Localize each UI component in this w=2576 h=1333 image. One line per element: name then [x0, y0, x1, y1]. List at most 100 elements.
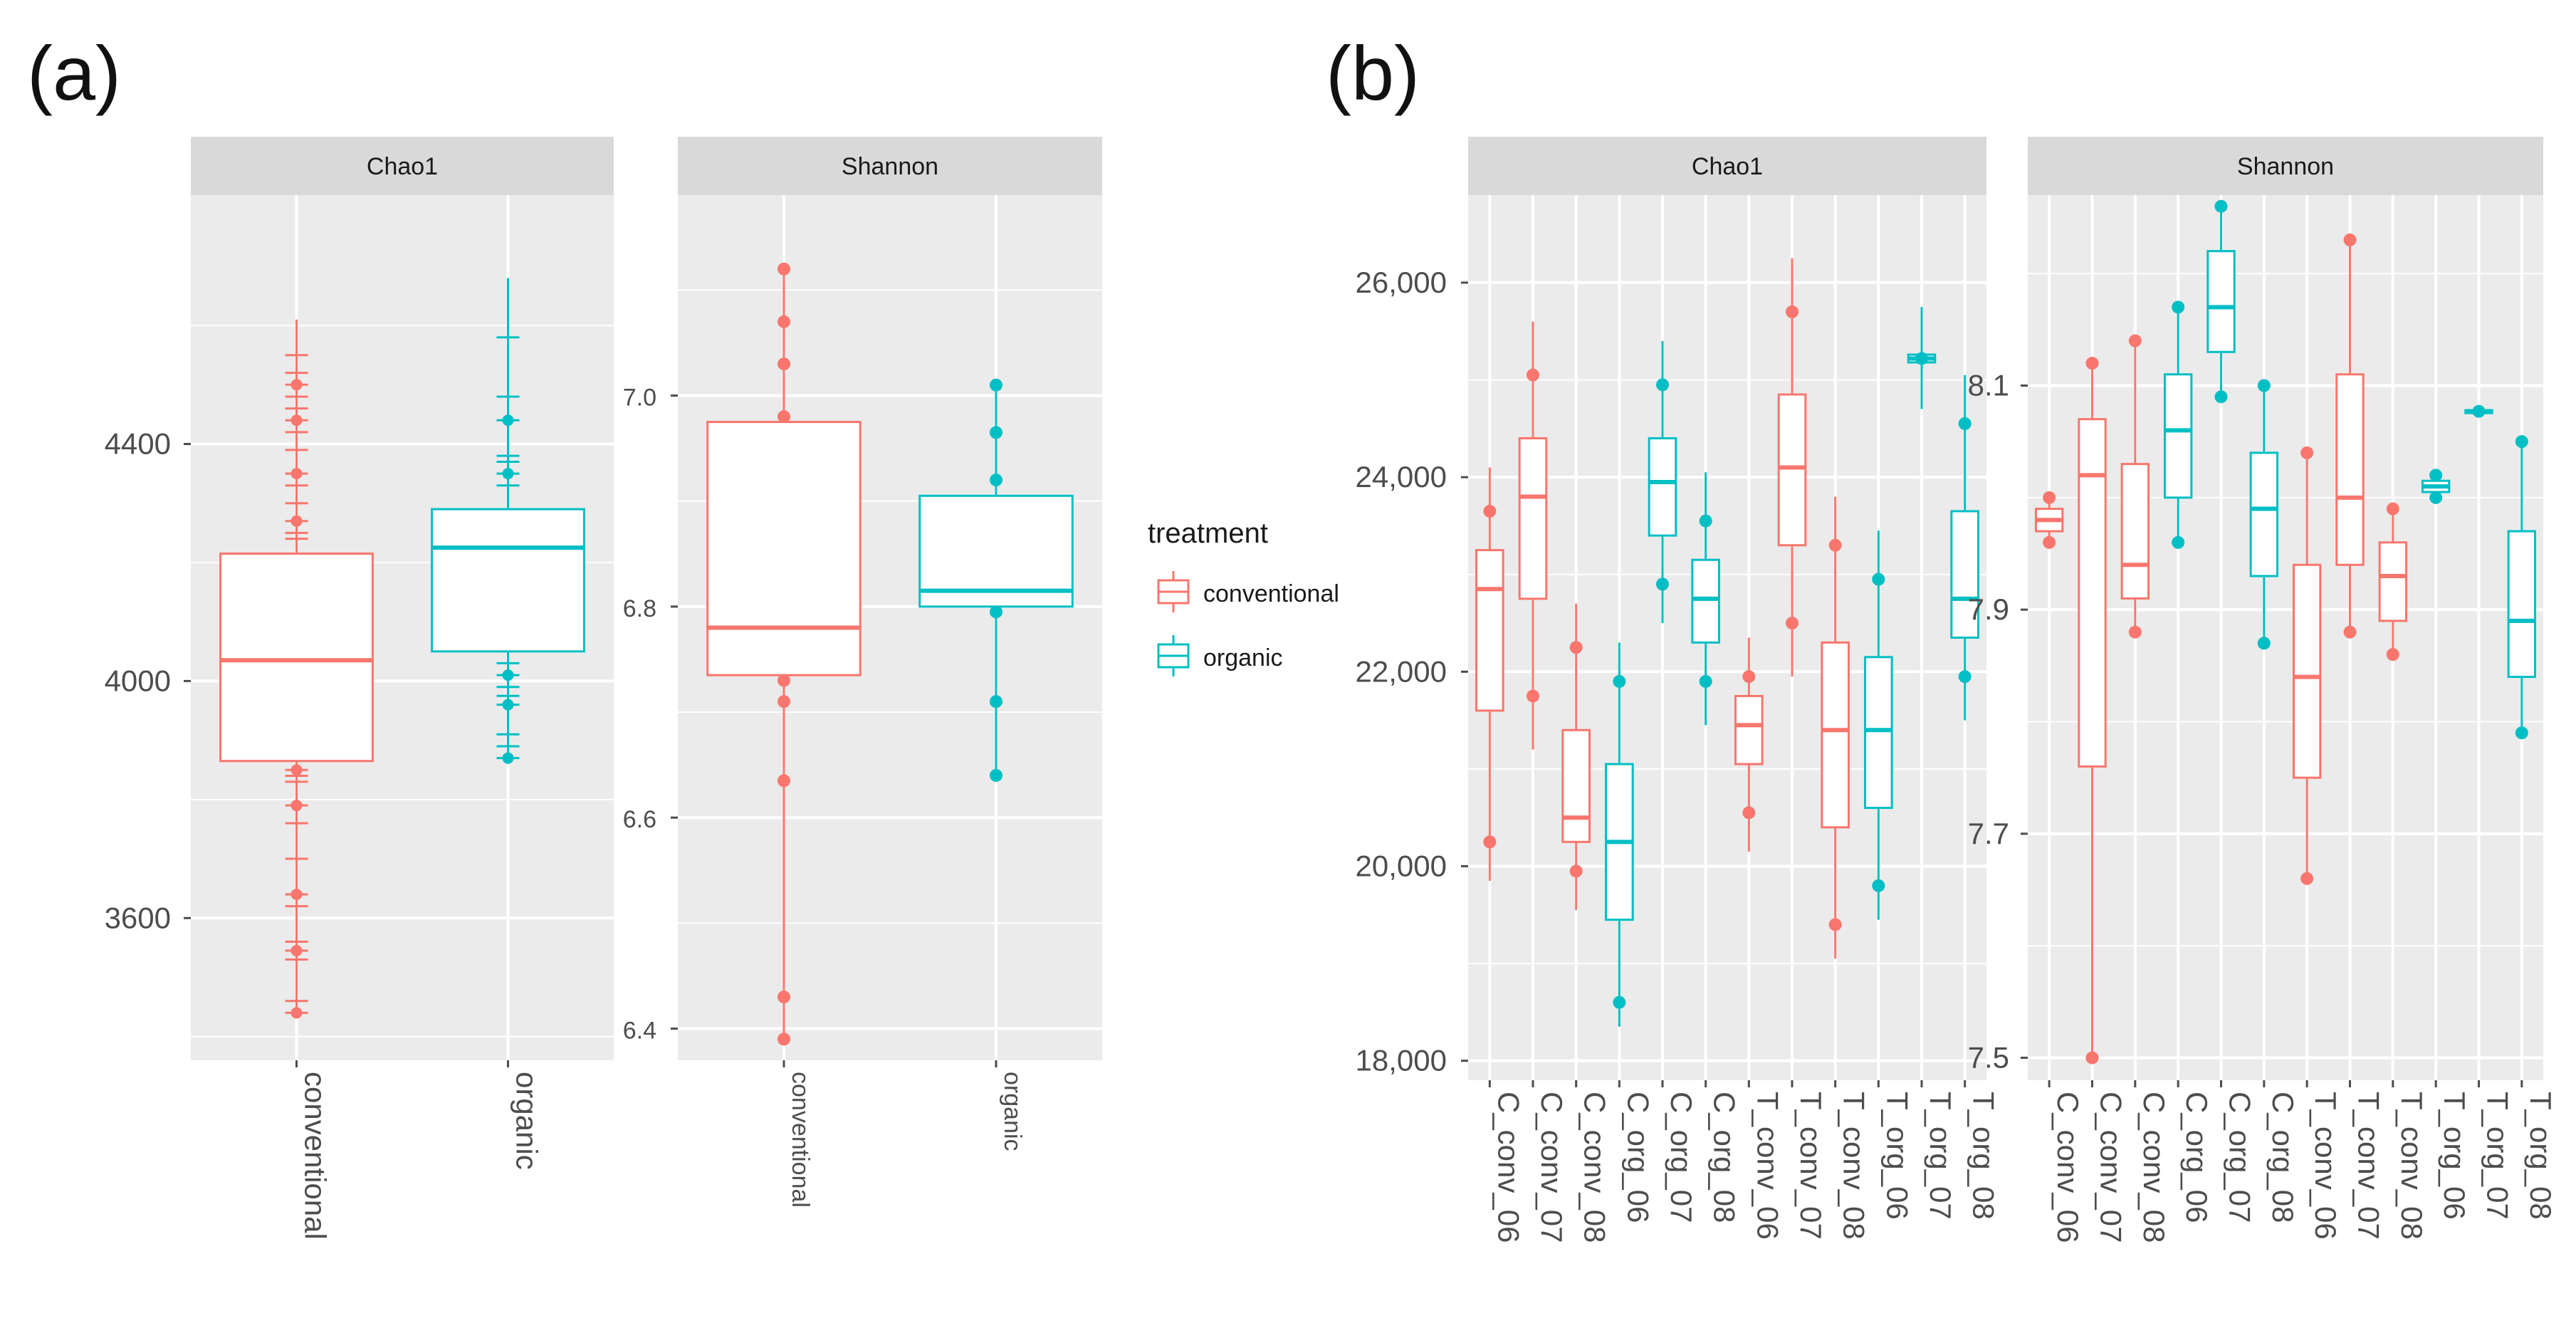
- data-point-dot: [290, 414, 303, 427]
- x-tick-label: conventional: [299, 1072, 333, 1240]
- facet-title: Shannon: [842, 153, 938, 180]
- data-point: [2515, 435, 2528, 449]
- data-point: [1527, 368, 1539, 382]
- legend-item-organic: organic: [1157, 635, 1283, 676]
- data-point: [2343, 625, 2357, 639]
- box-iqr: [2163, 373, 2193, 499]
- data-point: [990, 378, 1002, 392]
- boxplot-T_org_06: [1864, 530, 1893, 920]
- x-tick-label: C_org_06: [1621, 1092, 1655, 1223]
- boxplot-T_org_08: [1950, 375, 1979, 721]
- data-point: [1613, 995, 1626, 1009]
- x-tick-label: T_org_08: [1967, 1092, 2001, 1220]
- y-tick-label: 22,000: [1356, 654, 1447, 688]
- boxplot-organic: [918, 378, 1074, 782]
- data-point: [2043, 535, 2056, 549]
- box-iqr: [1950, 510, 1979, 639]
- data-point: [990, 768, 1002, 782]
- facet-b-chao1: Chao1 18,000 20,000 22,000 24,000 26,000 C_con…: [1356, 137, 2001, 1243]
- y-tick-label: 8.1: [1968, 368, 2009, 402]
- data-point: [1742, 670, 1756, 684]
- data-point-dot: [290, 888, 303, 900]
- x-tick-label: T_org_08: [2524, 1092, 2557, 1220]
- legend-title: treatment: [1148, 518, 1268, 549]
- x-tick-label: organic: [511, 1072, 544, 1170]
- data-point-dot: [290, 379, 303, 391]
- facet-strip: [1468, 137, 1986, 195]
- data-point: [2128, 625, 2142, 639]
- data-point: [2172, 300, 2185, 314]
- y-tick-label: 6.6: [623, 806, 656, 833]
- x-tick-label: T_org_06: [2438, 1092, 2471, 1220]
- data-point-dot: [290, 1007, 303, 1019]
- x-tick-label: C_org_07: [1665, 1092, 1698, 1223]
- data-point: [1483, 504, 1497, 518]
- data-point: [1958, 670, 1972, 684]
- data-point-dot: [502, 468, 514, 480]
- x-tick-label: T_conv_06: [1751, 1092, 1784, 1240]
- panel-label-a: (a): [27, 30, 121, 116]
- y-tick-label: 3600: [105, 901, 171, 934]
- legend: treatment conventional organic: [1148, 518, 1339, 676]
- y-tick-label: 26,000: [1356, 266, 1447, 299]
- boxplot-T_org_07: [1907, 307, 1937, 409]
- data-point: [1483, 835, 1497, 849]
- data-point: [1958, 417, 1972, 430]
- data-point: [1872, 573, 1885, 586]
- data-point: [1527, 689, 1539, 703]
- data-point: [777, 357, 790, 371]
- data-point: [1915, 352, 1928, 365]
- x-tick-label: T_conv_07: [1794, 1092, 1828, 1240]
- x-tick-label: C_conv_08: [1578, 1092, 1612, 1243]
- x-tick-label: C_conv_06: [1492, 1092, 1525, 1243]
- x-tick-label: C_conv_07: [1535, 1092, 1569, 1243]
- plot-panel: [2028, 195, 2543, 1080]
- x-tick-label: T_conv_06: [2309, 1092, 2342, 1240]
- data-point: [1786, 305, 1799, 318]
- x-tick-label: organic: [999, 1072, 1026, 1151]
- y-tick-label: 4000: [105, 664, 171, 697]
- y-tick-label: 7.0: [623, 385, 656, 412]
- y-tick-label: 20,000: [1356, 849, 1447, 882]
- data-point: [1569, 641, 1583, 654]
- box-iqr: [219, 552, 374, 763]
- data-point: [2343, 233, 2357, 246]
- box-iqr: [1821, 641, 1850, 829]
- x-tick-label: C_conv_06: [2051, 1092, 2085, 1243]
- box-iqr: [2249, 451, 2279, 577]
- data-point: [1699, 674, 1712, 688]
- boxplot-conventional: [706, 262, 862, 1046]
- facet-strip: [191, 137, 614, 195]
- x-tick-label: C_org_07: [2224, 1092, 2257, 1223]
- data-point: [2172, 535, 2185, 549]
- x-tick-label: T_org_07: [1924, 1092, 1957, 1220]
- facet-a-shannon: Shannon 6.4 6.6 6.8 7.0 conventional organic: [623, 137, 1102, 1208]
- facet-a-chao1: Chao1 3600 4000 4400 conventional organic: [105, 137, 614, 1240]
- data-point: [777, 774, 790, 788]
- boxplot-T_conv_06: [2292, 446, 2322, 885]
- facet-title: Chao1: [1692, 153, 1763, 180]
- data-point: [1786, 617, 1799, 630]
- data-point-dot: [290, 800, 303, 812]
- legend-label-organic: organic: [1203, 644, 1283, 671]
- data-point: [2429, 491, 2443, 504]
- x-tick-label: conventional: [787, 1072, 814, 1208]
- box-iqr: [2335, 373, 2365, 566]
- data-point: [1613, 674, 1626, 688]
- data-point: [2429, 469, 2443, 482]
- data-point: [2386, 648, 2399, 662]
- data-point: [2128, 334, 2142, 347]
- data-point: [2214, 199, 2228, 213]
- data-point: [2386, 502, 2399, 516]
- box-iqr: [2378, 541, 2408, 622]
- data-point: [990, 474, 1002, 487]
- box-iqr: [1518, 437, 1548, 600]
- data-point: [777, 674, 790, 687]
- data-point-dot: [290, 945, 303, 957]
- x-tick-label: T_conv_07: [2352, 1092, 2386, 1240]
- boxplot-C_conv_07: [1518, 321, 1548, 750]
- y-tick-label: 4400: [105, 427, 171, 461]
- box-iqr: [1864, 656, 1893, 810]
- data-point-dot: [502, 699, 514, 711]
